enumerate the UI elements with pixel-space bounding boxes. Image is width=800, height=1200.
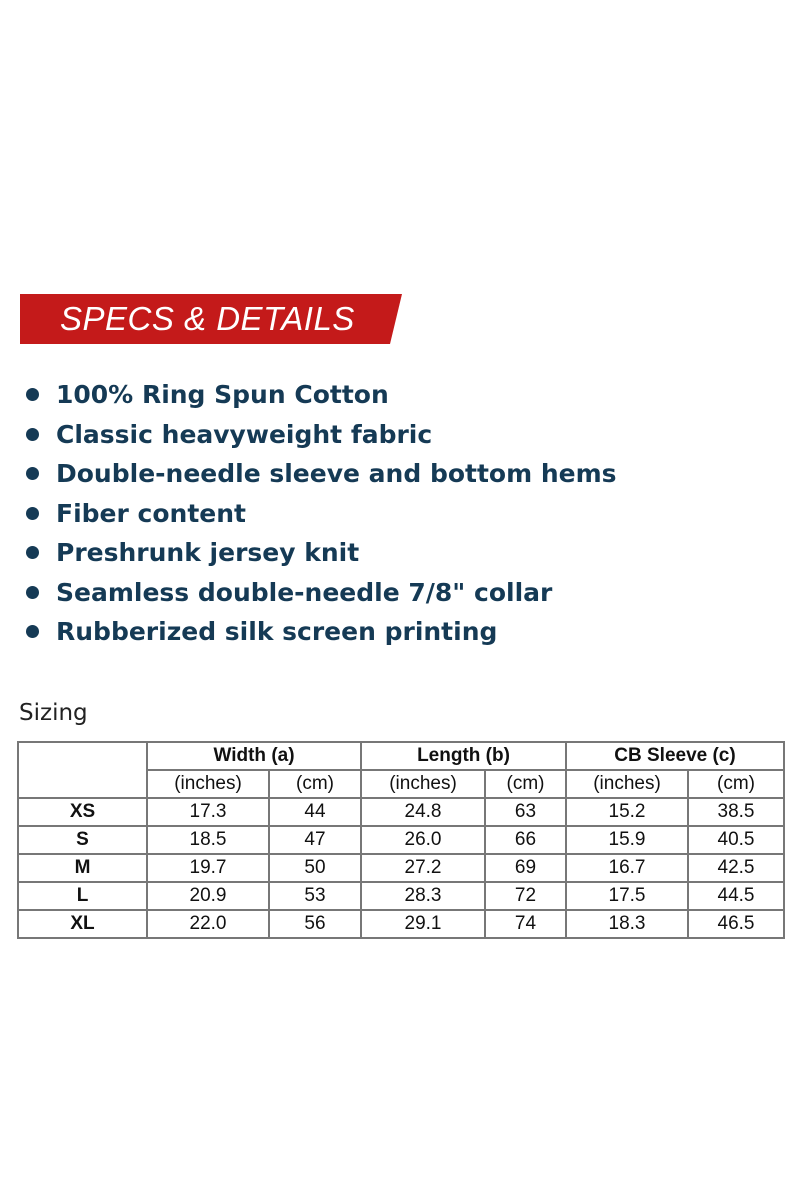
feature-item: Double-needle sleeve and bottom hems (26, 454, 617, 494)
specs-banner: SPECS & DETAILS (20, 294, 402, 344)
size-label: L (17, 881, 148, 911)
feature-text: Preshrunk jersey knit (56, 538, 360, 568)
banner-background (20, 294, 402, 344)
feature-text: Classic heavyweight fabric (56, 419, 433, 449)
table-cell: 20.9 (146, 881, 270, 911)
table-cell: 17.5 (565, 881, 689, 911)
table-row: M 19.7 50 27.2 69 16.7 42.5 (17, 853, 785, 883)
table-cell: 27.2 (360, 853, 486, 883)
table-cell: 63 (484, 797, 567, 827)
feature-item: Seamless double-needle 7/8" collar (26, 573, 617, 613)
sizing-title: Sizing (19, 700, 88, 726)
unit-header: (inches) (146, 769, 270, 799)
table-cell: 56 (268, 909, 362, 939)
group-header: Length (b) (360, 741, 567, 771)
banner-title: SPECS & DETAILS (60, 300, 355, 337)
table-cell: 46.5 (687, 909, 785, 939)
unit-header: (inches) (565, 769, 689, 799)
table-cell: 72 (484, 881, 567, 911)
feature-item: Preshrunk jersey knit (26, 533, 617, 573)
bullet-icon (26, 585, 39, 599)
unit-header-row: (inches) (cm) (inches) (cm) (inches) (cm) (18, 769, 785, 799)
unit-header: (cm) (687, 769, 785, 799)
table-cell: 18.5 (146, 825, 270, 855)
size-table: Width (a) Length (b) CB Sleeve (c) (inch… (17, 741, 785, 939)
table-cell: 53 (268, 881, 362, 911)
bullet-icon (26, 388, 39, 402)
table-row: L 20.9 53 28.3 72 17.5 44.5 (17, 881, 785, 911)
table-cell: 74 (484, 909, 567, 939)
table-cell: 28.3 (360, 881, 486, 911)
feature-item: 100% Ring Spun Cotton (26, 375, 617, 415)
table-cell: 40.5 (687, 825, 785, 855)
feature-text: Fiber content (56, 498, 246, 528)
feature-item: Classic heavyweight fabric (26, 415, 617, 455)
table-cell: 69 (484, 853, 567, 883)
feature-list: 100% Ring Spun Cotton Classic heavyweight… (26, 375, 617, 652)
size-label: XL (17, 909, 148, 939)
bullet-icon (26, 467, 39, 481)
table-row: XS 17.3 44 24.8 63 15.2 38.5 (17, 797, 785, 827)
unit-header: (cm) (268, 769, 362, 799)
table-cell: 15.2 (565, 797, 689, 827)
table-cell: 24.8 (360, 797, 486, 827)
corner-cell (17, 741, 148, 799)
size-label: S (17, 825, 148, 855)
group-header: Width (a) (146, 741, 362, 771)
feature-item: Rubberized silk screen printing (26, 612, 617, 652)
table-cell: 18.3 (565, 909, 689, 939)
table-cell: 44 (268, 797, 362, 827)
table-row: S 18.5 47 26.0 66 15.9 40.5 (17, 825, 785, 855)
table-row: XL 22.0 56 29.1 74 18.3 46.5 (17, 909, 785, 939)
table-cell: 16.7 (565, 853, 689, 883)
table-cell: 50 (268, 853, 362, 883)
table-cell: 26.0 (360, 825, 486, 855)
feature-item: Fiber content (26, 494, 617, 534)
bullet-icon (26, 546, 39, 560)
bullet-icon (26, 427, 39, 441)
group-header-row: Width (a) Length (b) CB Sleeve (c) (17, 741, 785, 799)
table-cell: 44.5 (687, 881, 785, 911)
feature-text: Seamless double-needle 7/8" collar (56, 577, 553, 607)
table-cell: 38.5 (687, 797, 785, 827)
feature-text: Rubberized silk screen printing (56, 617, 498, 647)
bullet-icon (26, 625, 39, 639)
table-cell: 47 (268, 825, 362, 855)
size-label: M (17, 853, 148, 883)
table-cell: 15.9 (565, 825, 689, 855)
table-cell: 42.5 (687, 853, 785, 883)
table-cell: 19.7 (146, 853, 270, 883)
unit-header: (cm) (484, 769, 567, 799)
feature-text: 100% Ring Spun Cotton (56, 380, 389, 410)
size-label: XS (17, 797, 148, 827)
table-cell: 66 (484, 825, 567, 855)
table-cell: 17.3 (146, 797, 270, 827)
feature-text: Double-needle sleeve and bottom hems (56, 459, 617, 489)
unit-header: (inches) (360, 769, 486, 799)
bullet-icon (26, 506, 39, 520)
table-cell: 29.1 (360, 909, 486, 939)
group-header: CB Sleeve (c) (565, 741, 785, 771)
table-cell: 22.0 (146, 909, 270, 939)
